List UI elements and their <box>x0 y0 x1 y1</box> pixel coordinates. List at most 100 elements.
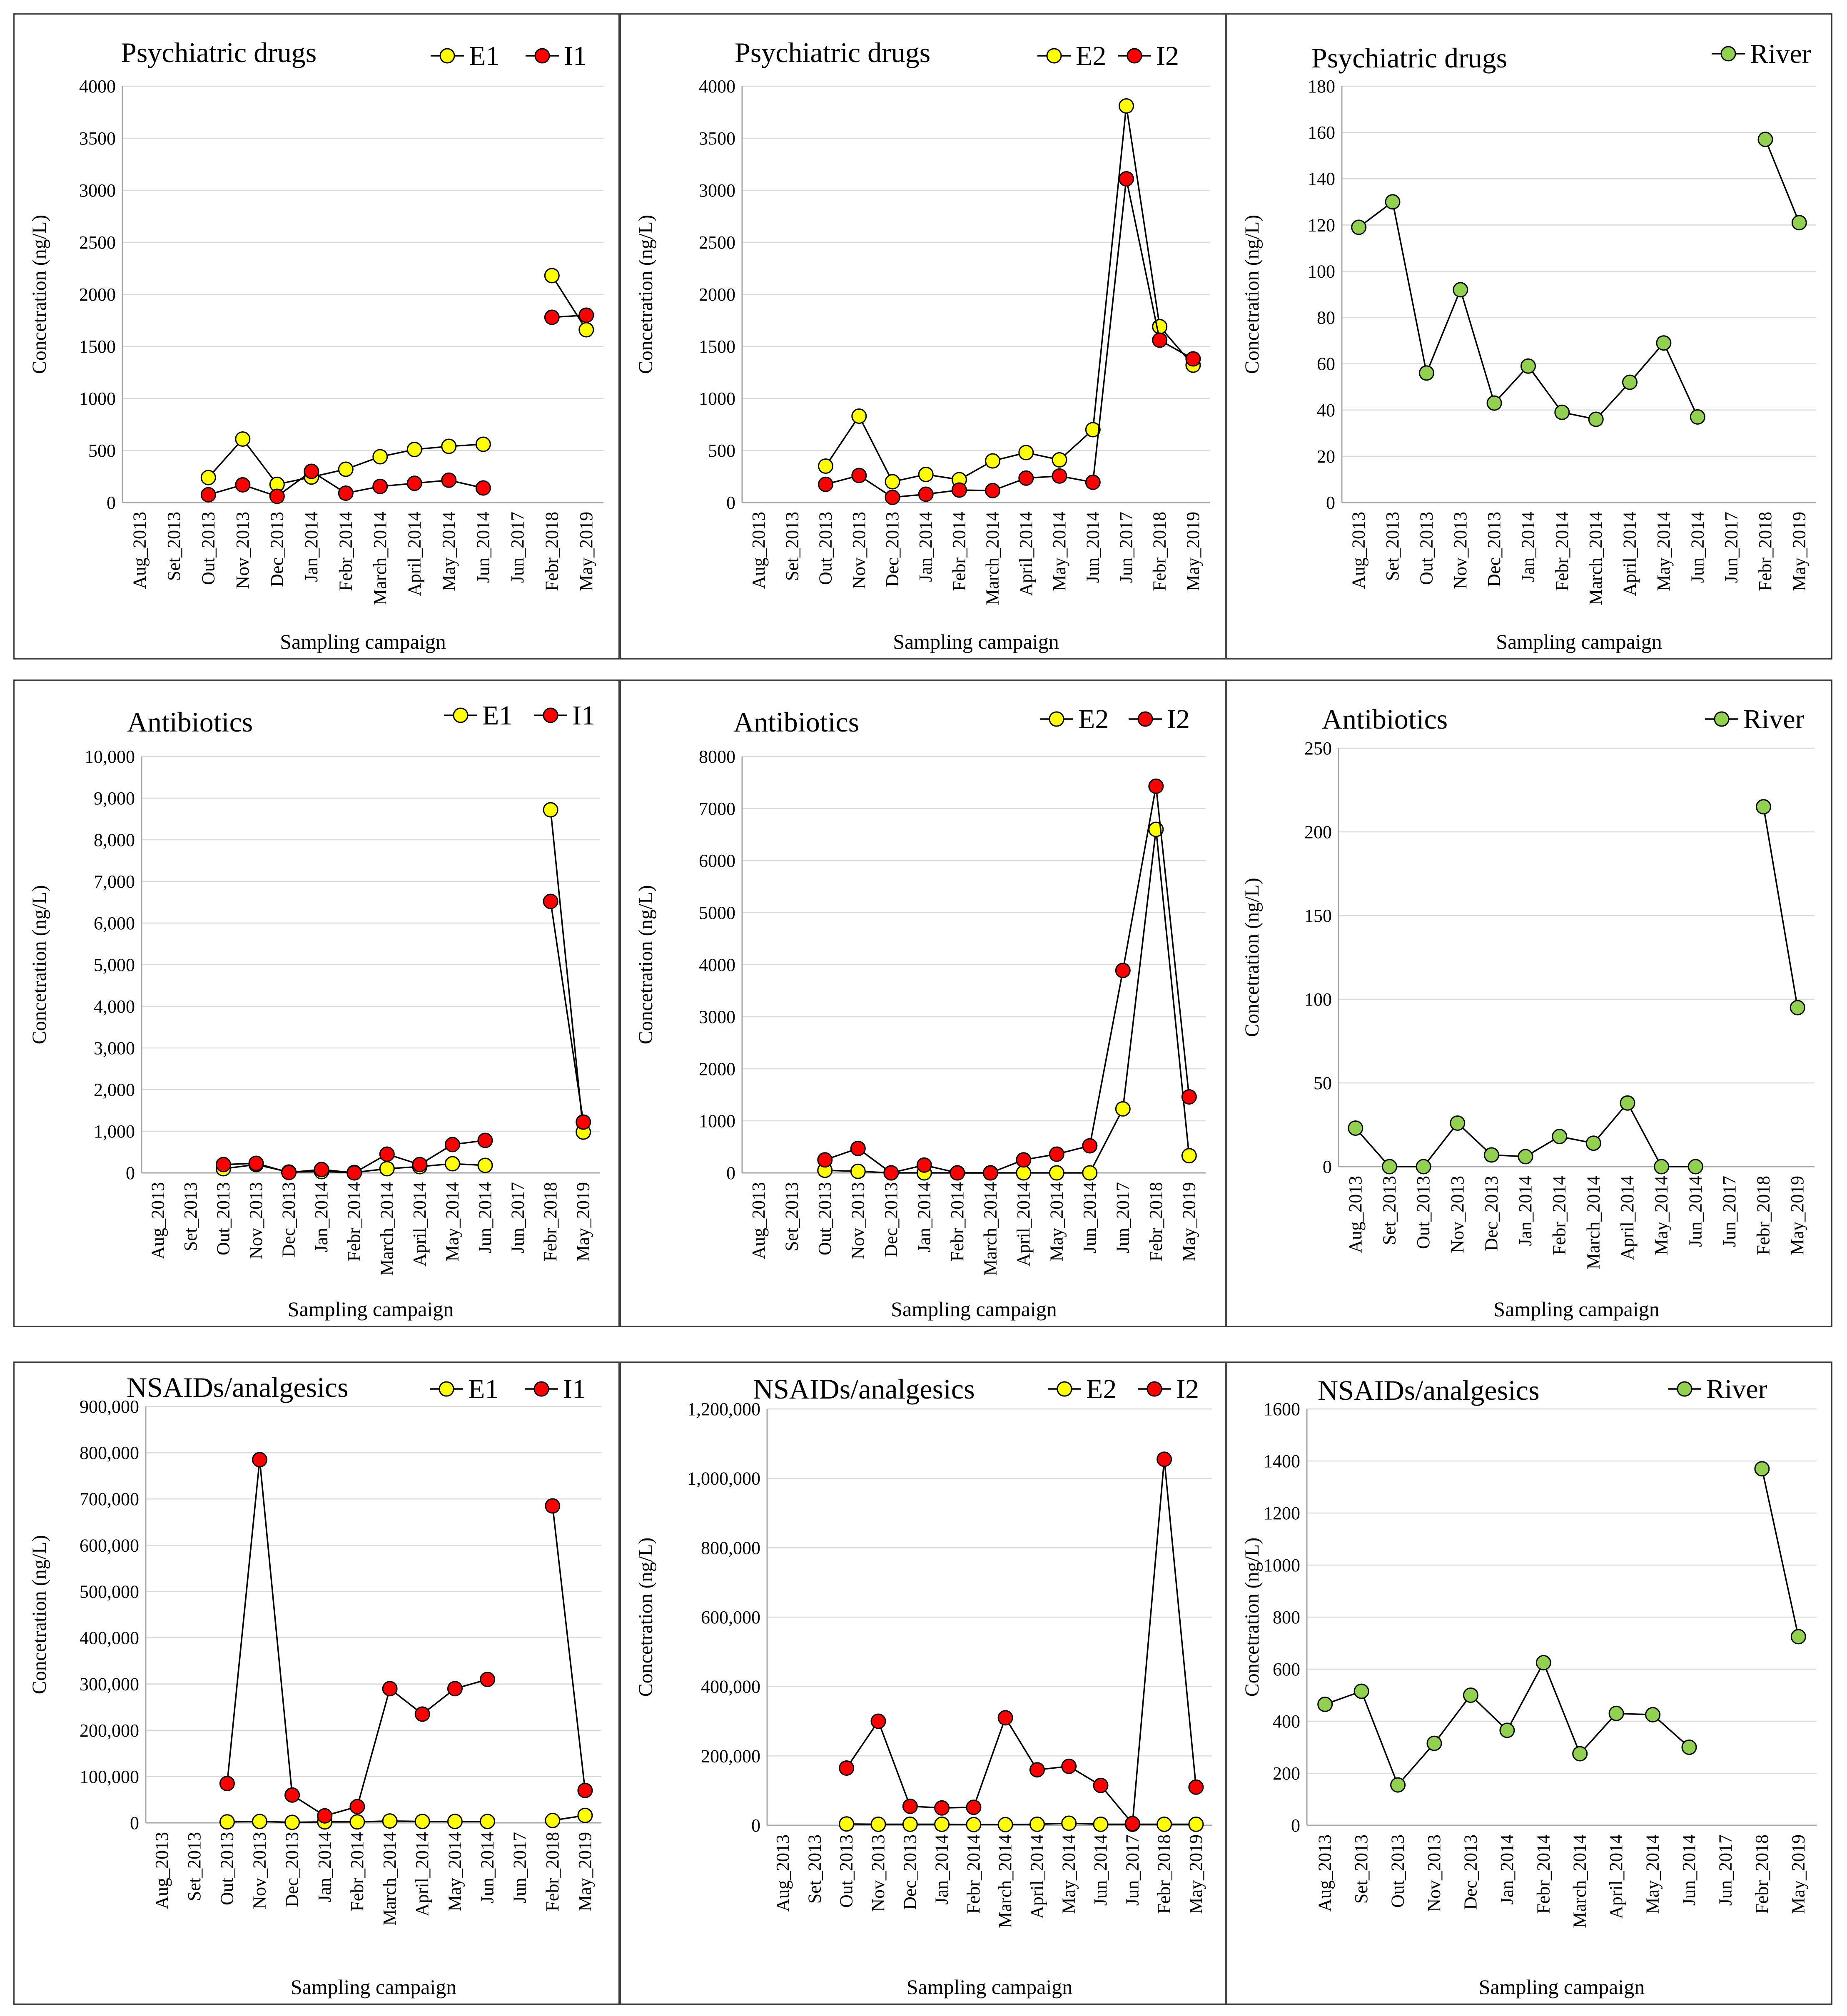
chart-6: 0 50 100 150 200 250 Aug_2013 Set_2013 Out_2013 N… <box>1226 679 1832 1327</box>
chart-4-series-i1-point <box>314 1162 329 1177</box>
chart-1-series-e1-point <box>200 470 216 485</box>
chart-9-ytick-label: 1000 <box>1264 1555 1300 1575</box>
chart-5-series-i2-point <box>916 1157 932 1173</box>
chart-4-frame <box>13 679 620 1327</box>
chart-5-xtick-label: Nov_2013 <box>847 1182 868 1259</box>
chart-5-ytick-label: 3000 <box>699 1007 735 1027</box>
chart-8-title: NSAIDs/analgesics <box>753 1373 975 1405</box>
chart-2-xtick-label: May_2014 <box>1049 512 1069 591</box>
chart-6-ytick-label: 250 <box>1304 738 1332 759</box>
chart-3-ytick-label: 60 <box>1317 354 1335 374</box>
chart-6-series-river-point <box>1790 1000 1805 1015</box>
chart-1-series-i1-point <box>372 478 388 494</box>
chart-1-xtick-label: Set_2013 <box>164 512 184 581</box>
chart-3-xtick-label: Jun_2014 <box>1687 512 1707 583</box>
chart-8-series-i2-point <box>966 1799 982 1815</box>
chart-2-series-i2-point <box>885 490 900 505</box>
chart-3-xtick-label: March_2014 <box>1585 512 1606 605</box>
chart-1-xtick-label: Febr_2018 <box>541 512 562 591</box>
chart-1-xtick-label: May_2014 <box>439 512 459 591</box>
chart-7-xtick-label: April_2014 <box>412 1832 432 1916</box>
chart-2-ytick-label: 2000 <box>699 284 735 305</box>
chart-6-ytick-label: 0 <box>1323 1157 1332 1177</box>
chart-7-series-i1-point <box>545 1498 561 1514</box>
chart-3-series-river-point <box>1690 409 1705 425</box>
chart-8-series-i2-point <box>839 1760 855 1776</box>
chart-3-series-river-point <box>1588 411 1604 427</box>
chart-2-ytick-label: 500 <box>708 441 735 461</box>
chart-1-ytick-label: 0 <box>107 493 116 513</box>
chart-4-ytick-label: 1,000 <box>94 1121 135 1142</box>
chart-6-xtick-label: Febr_2014 <box>1549 1176 1570 1255</box>
chart-4-xtick-label: Jun_2014 <box>475 1182 495 1253</box>
chart-9-legend-marker <box>1677 1381 1692 1397</box>
chart-7-legend-label: I1 <box>563 1374 586 1404</box>
chart-2-ytick-label: 4000 <box>699 76 735 97</box>
chart-6-series-river-line <box>1762 806 1798 1008</box>
chart-2-xtick-label: May_2019 <box>1183 512 1203 591</box>
chart-3-ytick-label: 180 <box>1308 76 1335 97</box>
chart-3-xtick-label: Set_2013 <box>1382 512 1403 581</box>
chart-4-series-i1-point <box>477 1132 493 1148</box>
chart-8-xtick-label: Febr_2014 <box>963 1834 984 1914</box>
chart-6-series-river-point <box>1756 799 1771 815</box>
chart-2-legend-label: E2 <box>1076 41 1106 71</box>
chart-8-xtick-label: Jun_2017 <box>1122 1834 1142 1906</box>
chart-9-series-river-point <box>1426 1735 1442 1751</box>
chart-7-series-e1-point <box>414 1814 430 1829</box>
chart-7-ytick-label: 500,000 <box>80 1581 139 1602</box>
chart-8-xtick-label: Aug_2013 <box>773 1834 793 1912</box>
chart-3-series-river-point <box>1351 219 1367 235</box>
chart-1-xtick-label: Out_2013 <box>198 512 218 585</box>
chart-9-series-river-point <box>1645 1707 1661 1722</box>
chart-7-series-i1-point <box>317 1808 333 1824</box>
chart-4-series-e1-point <box>543 802 558 818</box>
chart-5-series-i2-point <box>1049 1146 1064 1162</box>
chart-7-xtick-label: Aug_2013 <box>152 1832 172 1909</box>
chart-3-legend-label: River <box>1750 39 1811 69</box>
chart-1-series-i1-point <box>578 307 594 323</box>
chart-5-legend-marker <box>1137 711 1153 727</box>
chart-2-ytick-label: 3000 <box>699 180 735 201</box>
chart-2-series-i2-point <box>1018 470 1034 486</box>
chart-3-legend-marker <box>1720 46 1736 62</box>
chart-6-xtick-label: May_2014 <box>1651 1176 1672 1255</box>
chart-4-xtick-label: Jan_2014 <box>311 1182 332 1252</box>
chart-1-ytick-label: 1500 <box>79 336 116 357</box>
chart-1-series-e1-point <box>372 449 388 465</box>
chart-1-legend-label: I1 <box>564 41 587 71</box>
chart-1-y-axis-label: Concetration (ng/L) <box>28 215 50 374</box>
chart-8-legend-marker <box>1057 1381 1072 1397</box>
chart-7-xtick-label: Out_2013 <box>217 1832 237 1905</box>
chart-2-title: Psychiatric drugs <box>735 37 930 68</box>
chart-5-ytick-label: 1000 <box>699 1111 735 1131</box>
chart-1-series-i1-point <box>338 485 354 501</box>
chart-1-ytick-label: 4000 <box>79 76 116 97</box>
chart-6-xtick-label: Dec_2013 <box>1481 1176 1501 1251</box>
chart-3-xtick-label: Out_2013 <box>1416 512 1436 585</box>
chart-4-xtick-label: March_2014 <box>376 1182 397 1276</box>
chart-4-ytick-label: 10,000 <box>85 747 135 767</box>
chart-8-series-i2-point <box>997 1710 1013 1726</box>
chart-5-legend-label: I2 <box>1167 704 1190 734</box>
chart-8-series-e2-point <box>966 1817 982 1832</box>
chart-8-xtick-label: Set_2013 <box>804 1834 825 1904</box>
chart-6-series-river-point <box>1620 1095 1635 1111</box>
chart-6-series-river-point <box>1382 1159 1397 1175</box>
chart-8-series-i2-point <box>934 1800 950 1816</box>
chart-4-xtick-label: Febr_2018 <box>540 1182 561 1262</box>
chart-9-xtick-label: March_2014 <box>1570 1834 1590 1928</box>
chart-9-xtick-label: May_2014 <box>1643 1834 1663 1914</box>
chart-5-ytick-label: 5000 <box>699 903 735 923</box>
chart-5-series-e2-point <box>1181 1148 1197 1164</box>
chart-4-ytick-label: 0 <box>126 1163 135 1183</box>
chart-8-xtick-label: May_2014 <box>1059 1834 1079 1914</box>
chart-4: 0 1,000 2,000 3,000 4,000 5,000 6,000 7,000 8,00… <box>13 679 620 1327</box>
chart-1-series-e1-point <box>578 322 594 338</box>
chart-5-series-i2-point <box>982 1165 998 1181</box>
chart-1-title: Psychiatric drugs <box>121 37 317 68</box>
chart-6-xtick-label: Aug_2013 <box>1345 1176 1366 1253</box>
chart-4-series-i1-point <box>576 1114 591 1130</box>
chart-1-ytick-label: 3500 <box>79 128 116 149</box>
chart-9-series-river-point <box>1754 1461 1770 1477</box>
